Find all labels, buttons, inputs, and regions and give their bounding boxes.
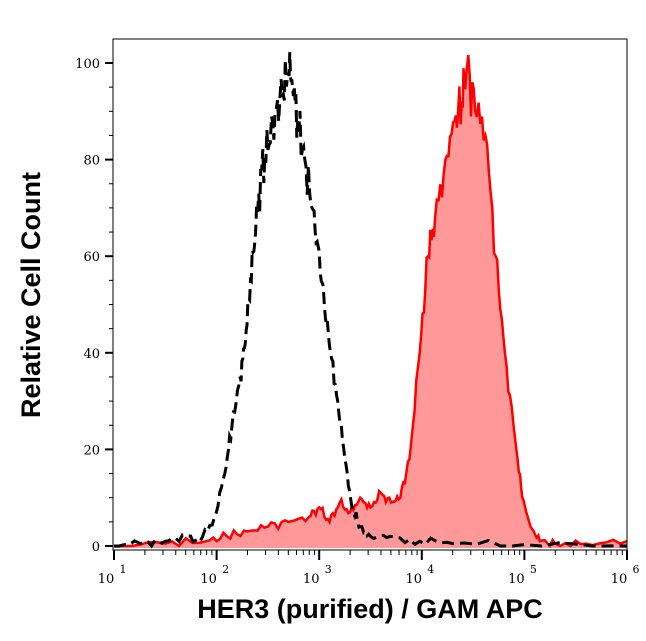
x-tick-label-exponent: 6 <box>633 563 640 576</box>
x-tick-label-exponent: 4 <box>427 563 434 576</box>
series-line-her3 <box>114 54 628 549</box>
x-tick-label-exponent: 3 <box>325 563 332 576</box>
y-tick-label: 40 <box>83 347 100 362</box>
y-tick-label: 20 <box>83 443 100 458</box>
y-tick-label: 100 <box>75 57 100 72</box>
x-axis-label: HER3 (purified) / GAM APC <box>197 594 543 624</box>
x-tick-label-exponent: 5 <box>530 563 537 576</box>
y-tick-label: 0 <box>92 540 100 555</box>
plot-frame <box>112 38 628 551</box>
axes: 0 20 40 60 80 100 10 1 10 2 10 3 10 4 10 5 10 6 <box>75 57 639 587</box>
y-tick-label: 80 <box>83 154 100 169</box>
y-tick-label: 60 <box>83 250 100 265</box>
x-tick-label-base: 10 <box>508 572 525 587</box>
x-tick-label-base: 10 <box>200 572 217 587</box>
x-tick-label-exponent: 2 <box>222 563 229 576</box>
x-tick-label-base: 10 <box>406 572 423 587</box>
series-line-isotype <box>114 52 628 549</box>
plot-area <box>114 52 628 549</box>
x-tick-label-base: 10 <box>303 572 320 587</box>
y-axis-label: Relative Cell Count <box>16 172 46 418</box>
x-tick-label-exponent: 1 <box>120 563 127 576</box>
x-tick-label-base: 10 <box>611 572 628 587</box>
x-tick-label-base: 10 <box>98 572 115 587</box>
series-fill-her3 <box>114 55 627 548</box>
